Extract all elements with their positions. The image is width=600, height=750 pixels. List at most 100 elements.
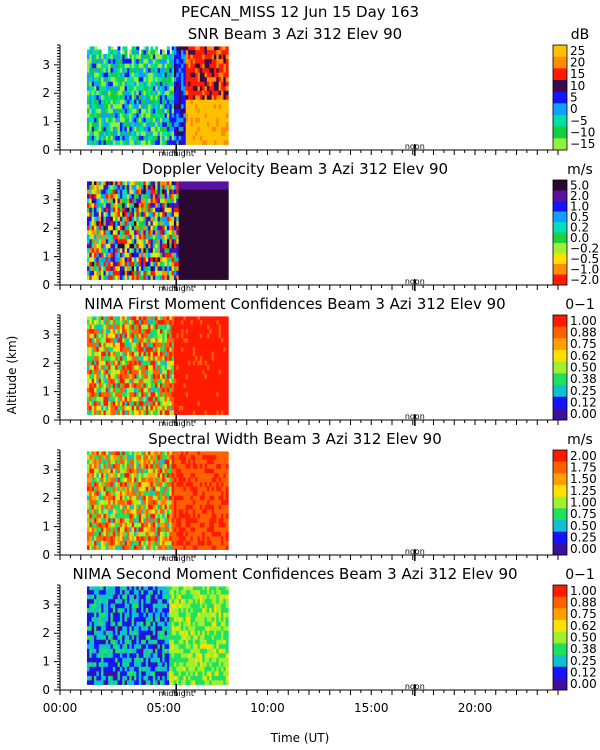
heatmap-cell — [169, 382, 173, 388]
heatmap-cell — [185, 247, 189, 253]
heatmap-cell — [86, 181, 90, 186]
heatmap-cell — [91, 181, 95, 186]
heatmap-cell — [105, 58, 109, 64]
heatmap-cell — [119, 90, 123, 96]
heatmap-cell — [145, 396, 149, 402]
heatmap-cell — [159, 99, 163, 105]
heatmap-cell — [131, 472, 135, 478]
heatmap-cell — [199, 243, 203, 249]
heatmap-cell — [112, 139, 116, 145]
heatmap-cell — [141, 477, 145, 483]
heatmap-cell — [155, 508, 159, 514]
heatmap-cell — [183, 346, 187, 352]
heatmap-cell — [216, 181, 220, 186]
heatmap-cell — [117, 409, 121, 415]
heatmap-cell — [218, 324, 222, 330]
heatmap-cell — [166, 184, 170, 190]
heatmap-cell — [202, 256, 206, 262]
heatmap-cell — [122, 135, 126, 141]
heatmap-cell — [206, 72, 210, 78]
heatmap-cell — [216, 135, 220, 141]
heatmap-cell — [145, 405, 149, 411]
heatmap-cell — [166, 324, 170, 330]
heatmap-cell — [216, 90, 220, 96]
heatmap-cell — [218, 238, 222, 244]
heatmap-cell — [143, 126, 147, 132]
heatmap-cell — [218, 234, 222, 240]
heatmap-cell — [138, 108, 142, 114]
heatmap-cell — [223, 373, 227, 379]
heatmap-cell — [152, 274, 156, 280]
heatmap-cell — [150, 522, 154, 528]
heatmap-cell — [129, 108, 133, 114]
heatmap-cell — [181, 181, 184, 186]
heatmap-cell — [195, 46, 199, 51]
heatmap-cell — [98, 369, 102, 375]
heatmap-cell — [152, 229, 156, 235]
heatmap-cell — [119, 274, 123, 280]
heatmap-cell — [225, 247, 229, 253]
heatmap-cell — [209, 261, 213, 267]
heatmap-cell — [218, 319, 222, 325]
heatmap-cell — [129, 207, 133, 213]
heatmap-cell — [89, 193, 93, 199]
heatmap-cell — [126, 112, 130, 118]
heatmap-cell — [134, 121, 137, 127]
heatmap-cell — [176, 181, 180, 186]
heatmap-cell — [110, 261, 114, 267]
heatmap-cell — [148, 360, 152, 366]
heatmap-cell — [115, 256, 119, 262]
heatmap-cell — [124, 387, 128, 393]
heatmap-cell — [155, 405, 159, 411]
heatmap-cell — [126, 274, 130, 280]
heatmap-cell — [178, 387, 182, 393]
heatmap-cell — [86, 463, 90, 469]
heatmap-cell — [119, 270, 123, 276]
heatmap-cell — [112, 517, 116, 523]
heatmap-cell — [143, 517, 147, 523]
heatmap-cell — [221, 99, 224, 105]
heatmap-cell — [155, 355, 159, 361]
heatmap-cell — [225, 355, 229, 361]
heatmap-cell — [101, 238, 105, 244]
heatmap-cell — [176, 198, 180, 204]
heatmap-cell — [124, 256, 128, 262]
heatmap-cell — [105, 135, 109, 141]
heatmap-cell — [108, 544, 112, 550]
heatmap-cell — [171, 378, 175, 384]
heatmap-cell — [124, 382, 128, 388]
heatmap-cell — [115, 247, 119, 253]
heatmap-cell — [122, 513, 126, 519]
heatmap-cell — [134, 540, 137, 546]
heatmap-cell — [122, 355, 126, 361]
heatmap-cell — [101, 216, 105, 222]
heatmap-cell — [223, 99, 227, 105]
heatmap-cell — [143, 216, 147, 222]
heatmap-cell — [122, 324, 126, 330]
heatmap-cell — [185, 351, 189, 357]
heatmap-cell — [94, 58, 97, 64]
heatmap-cell — [188, 54, 192, 60]
heatmap-cell — [166, 342, 170, 348]
heatmap-cell — [117, 72, 121, 78]
heatmap-cell — [96, 364, 100, 370]
heatmap-cell — [103, 319, 107, 325]
heatmap-cell — [173, 108, 177, 114]
heatmap-cell — [173, 346, 177, 352]
heatmap-cell — [155, 495, 159, 501]
heatmap-cell — [86, 324, 90, 330]
heatmap-cell — [89, 378, 93, 384]
heatmap-cell — [126, 193, 130, 199]
heatmap-cell — [105, 526, 109, 532]
heatmap-cell — [155, 535, 159, 541]
heatmap-cell — [169, 67, 173, 73]
heatmap-cell — [192, 108, 196, 114]
heatmap-cell — [112, 513, 116, 519]
heatmap-cell — [117, 58, 121, 64]
heatmap-cell — [213, 337, 217, 343]
heatmap-cell — [157, 517, 161, 523]
heatmap-cell — [216, 400, 220, 406]
heatmap-cell — [136, 126, 140, 132]
heatmap-cell — [164, 252, 168, 258]
heatmap-cell — [96, 193, 100, 199]
